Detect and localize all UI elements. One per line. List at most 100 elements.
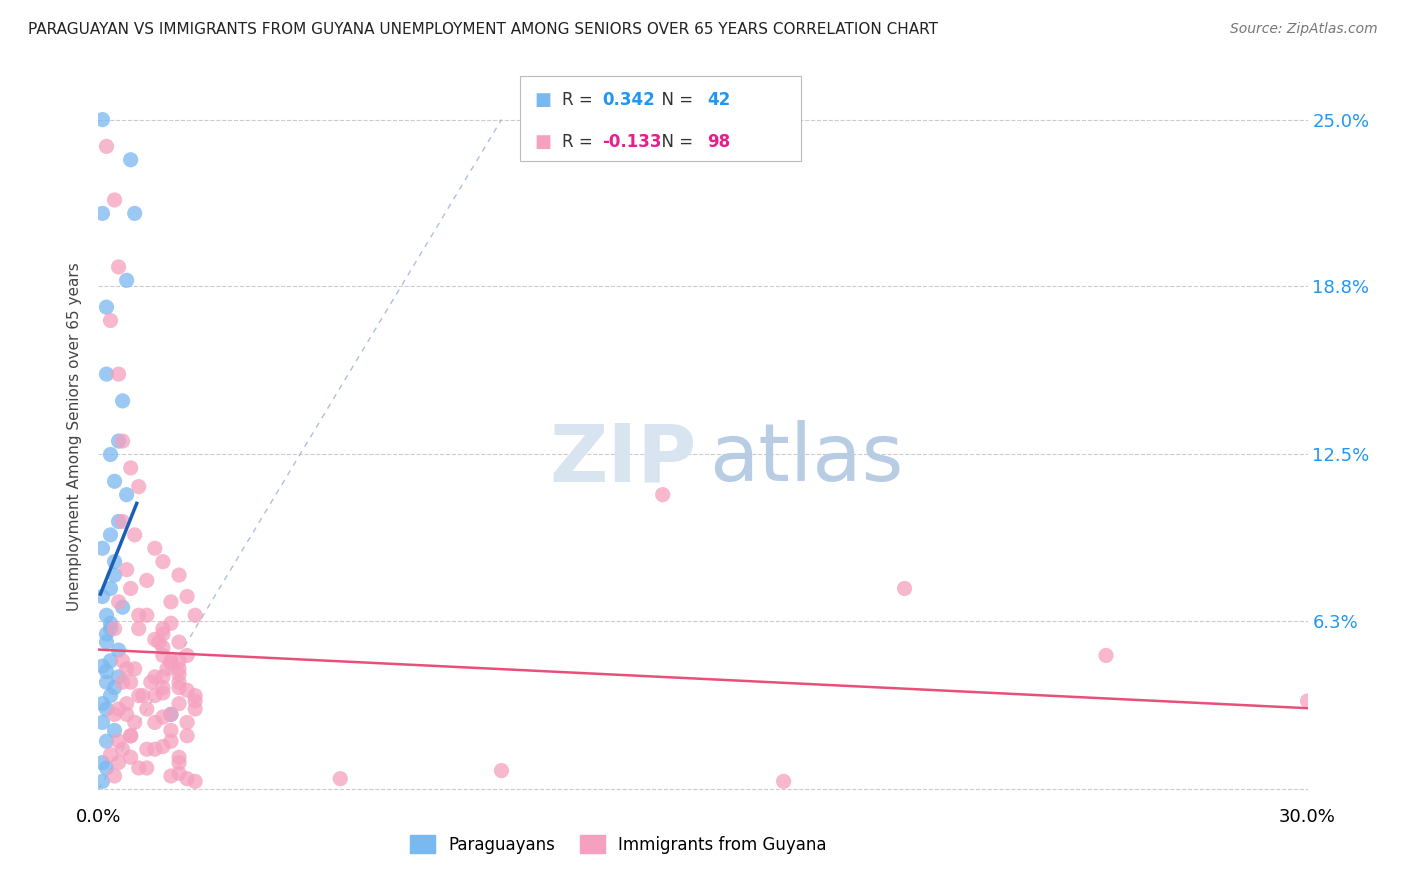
Point [167, 675, 190, 690]
Point [329, 772, 352, 786]
Point [135, 702, 157, 716]
Point [143, 689, 166, 703]
Point [167, 750, 190, 764]
Point [152, 627, 174, 641]
Text: R =: R = [562, 91, 599, 109]
Text: -0.133: -0.133 [602, 133, 661, 151]
Point [107, 434, 129, 449]
Point [111, 742, 134, 756]
Point [160, 616, 183, 631]
Point [135, 742, 157, 756]
Point [100, 689, 122, 703]
Point [128, 622, 150, 636]
Point [111, 600, 134, 615]
Point [107, 756, 129, 770]
Point [167, 662, 190, 676]
Point [107, 734, 129, 748]
Point [143, 632, 166, 647]
Point [167, 756, 190, 770]
Point [124, 206, 146, 220]
Point [107, 515, 129, 529]
Point [152, 648, 174, 663]
Point [115, 707, 138, 722]
Point [128, 480, 150, 494]
Text: atlas: atlas [709, 420, 904, 498]
Point [120, 153, 142, 167]
Text: Source: ZipAtlas.com: Source: ZipAtlas.com [1230, 22, 1378, 37]
Point [152, 681, 174, 695]
Point [124, 528, 146, 542]
Point [91, 756, 114, 770]
Point [143, 541, 166, 556]
Point [152, 670, 174, 684]
Point [96, 627, 118, 641]
Point [100, 448, 122, 462]
Legend: Paraguayans, Immigrants from Guyana: Paraguayans, Immigrants from Guyana [404, 829, 834, 860]
Point [107, 702, 129, 716]
Point [491, 764, 513, 778]
Point [120, 582, 142, 596]
Point [148, 635, 170, 649]
Point [184, 689, 207, 703]
Point [96, 675, 118, 690]
Point [167, 681, 190, 695]
Text: R =: R = [562, 133, 599, 151]
Point [100, 616, 122, 631]
Point [893, 582, 915, 596]
Point [103, 707, 125, 722]
Point [111, 393, 134, 408]
Point [120, 729, 142, 743]
Point [1296, 694, 1319, 708]
Point [167, 667, 190, 681]
Point [91, 774, 114, 789]
Point [184, 608, 207, 623]
Point [96, 635, 118, 649]
Point [103, 475, 125, 489]
Point [103, 555, 125, 569]
Point [143, 715, 166, 730]
Point [124, 715, 146, 730]
Text: PARAGUAYAN VS IMMIGRANTS FROM GUYANA UNEMPLOYMENT AMONG SENIORS OVER 65 YEARS CO: PARAGUAYAN VS IMMIGRANTS FROM GUYANA UNE… [28, 22, 938, 37]
Point [91, 206, 114, 220]
Point [128, 608, 150, 623]
Point [103, 622, 125, 636]
Point [91, 697, 114, 711]
Point [160, 707, 183, 722]
Point [107, 643, 129, 657]
Point [115, 697, 138, 711]
Point [176, 683, 198, 698]
Point [120, 675, 142, 690]
Point [160, 734, 183, 748]
Point [128, 761, 150, 775]
Point [176, 590, 198, 604]
Point [103, 723, 125, 738]
Point [128, 689, 150, 703]
Text: N =: N = [651, 91, 699, 109]
Point [100, 582, 122, 596]
Point [120, 750, 142, 764]
Point [91, 590, 114, 604]
Point [100, 313, 122, 327]
Y-axis label: Unemployment Among Seniors over 65 years: Unemployment Among Seniors over 65 years [67, 263, 83, 611]
Point [96, 761, 118, 775]
Point [152, 686, 174, 700]
Point [152, 640, 174, 655]
Point [96, 608, 118, 623]
Point [96, 734, 118, 748]
Point [107, 367, 129, 381]
Point [132, 689, 155, 703]
Text: ZIP: ZIP [550, 420, 697, 498]
Point [651, 488, 673, 502]
Point [96, 300, 118, 314]
Point [103, 568, 125, 582]
Point [167, 697, 190, 711]
Point [176, 772, 198, 786]
Point [115, 662, 138, 676]
Point [96, 702, 118, 716]
Point [176, 648, 198, 663]
Point [100, 528, 122, 542]
Point [91, 659, 114, 673]
Point [111, 654, 134, 668]
Point [103, 193, 125, 207]
Point [91, 541, 114, 556]
